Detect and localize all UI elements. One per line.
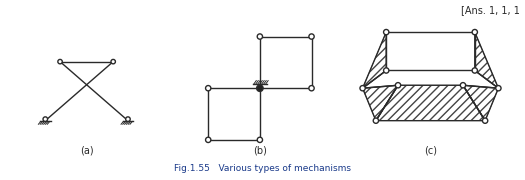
Circle shape — [257, 85, 263, 91]
Circle shape — [384, 30, 389, 35]
Polygon shape — [386, 32, 475, 71]
Circle shape — [460, 83, 466, 88]
Circle shape — [384, 68, 389, 73]
Circle shape — [58, 59, 62, 64]
Circle shape — [43, 117, 48, 121]
Circle shape — [111, 59, 116, 64]
Circle shape — [360, 86, 365, 91]
Text: (b): (b) — [253, 145, 267, 155]
Text: Fig.1.55   Various types of mechanisms: Fig.1.55 Various types of mechanisms — [174, 164, 351, 173]
Circle shape — [373, 118, 379, 123]
Circle shape — [395, 83, 401, 88]
Circle shape — [472, 68, 477, 73]
Circle shape — [472, 30, 477, 35]
Text: [Ans. 1, 1, 1: [Ans. 1, 1, 1 — [461, 5, 520, 15]
Circle shape — [257, 137, 262, 143]
Circle shape — [482, 118, 488, 123]
Text: (c): (c) — [424, 145, 437, 155]
Circle shape — [206, 86, 211, 91]
Text: (a): (a) — [80, 145, 93, 155]
Circle shape — [309, 34, 314, 39]
Circle shape — [257, 34, 262, 39]
Circle shape — [206, 137, 211, 143]
Circle shape — [309, 86, 314, 91]
Circle shape — [496, 86, 501, 91]
Circle shape — [125, 117, 130, 121]
